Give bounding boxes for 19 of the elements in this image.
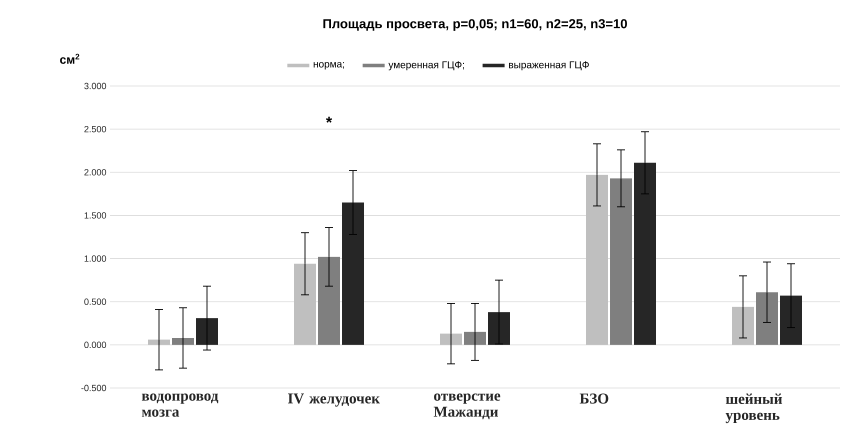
x-tick-label: шейный уровень [726, 394, 782, 424]
legend-label: норма; [314, 62, 344, 70]
x-tick-label: отверстие Мажанди [434, 394, 500, 420]
annotation: * [326, 116, 332, 123]
y-tick-label: 0.500 [84, 298, 106, 305]
y-tick-label: 3.000 [84, 82, 106, 90]
y-axis-title: см$^{2}$ [60, 54, 80, 64]
y-tick-label: 1.000 [84, 255, 106, 262]
chart-title: Площадь просвета, p=0,05; n1=60, n2=25, n3=10 [323, 19, 627, 31]
x-tick-label: БЗО [580, 394, 608, 404]
y-tick-label: 2.000 [84, 169, 106, 176]
y-tick-label: 1.500 [84, 212, 106, 219]
y-tick-label: 2.500 [84, 126, 106, 132]
y-tick-label: -0.500 [81, 384, 106, 392]
y-tick-label: 0.000 [84, 342, 106, 348]
x-tick-label: IV желудочек [288, 394, 380, 407]
legend-label: умеренная ГЦФ; [388, 61, 464, 70]
legend-label: выраженная ГЦФ [509, 61, 589, 70]
x-tick-label: водопровод мозга [142, 394, 218, 417]
